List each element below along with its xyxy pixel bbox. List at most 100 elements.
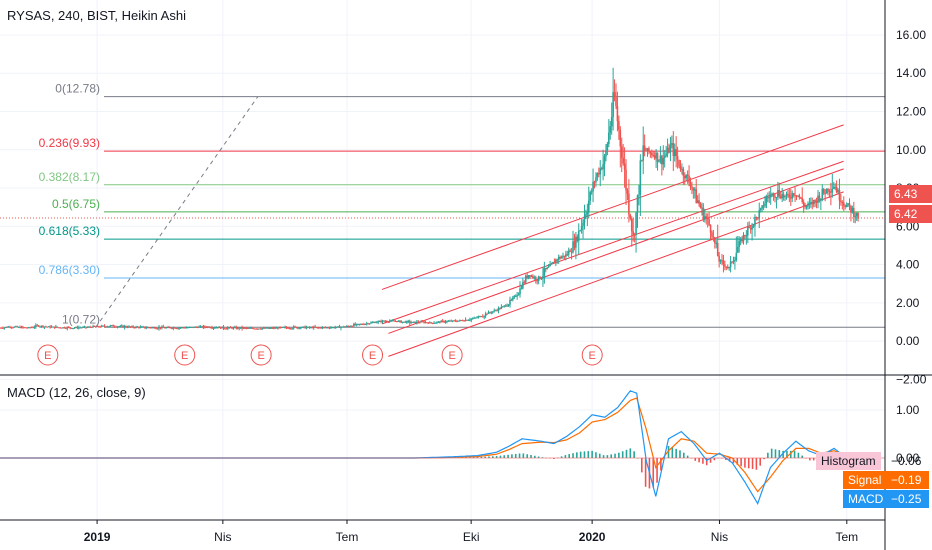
candle-body (749, 227, 752, 230)
candle-body (692, 187, 695, 191)
candle-body (378, 321, 381, 323)
candle-body (769, 194, 772, 198)
candle-body (857, 212, 859, 219)
histogram-bar (656, 458, 658, 483)
candle-body (146, 327, 149, 329)
candle-body (254, 328, 256, 330)
candle-body (718, 255, 720, 262)
candle-body (838, 189, 841, 201)
histogram-bar (564, 455, 567, 458)
candle-body (122, 325, 124, 328)
candle-body (502, 306, 504, 308)
candle-body (500, 306, 503, 309)
earnings-marker-label: E (44, 350, 51, 362)
candle-body (666, 147, 669, 154)
fibonacci-retracement[interactable]: 0(12.78) 0.236(9.93) 0.382(8.17) 0.5(6.75) 0… (0, 82, 885, 328)
channel-line[interactable] (381, 124, 844, 290)
candle-body (393, 320, 395, 322)
candle-body (221, 326, 223, 329)
candle-body (572, 241, 574, 253)
candle-body (212, 327, 215, 329)
candle-body (406, 321, 408, 323)
histogram-bar (755, 458, 758, 470)
histogram-bar (522, 453, 525, 458)
candle-body (350, 326, 352, 328)
candle-body (719, 260, 722, 262)
trend-channels[interactable] (95, 96, 844, 357)
candle-body (767, 197, 769, 199)
candle-body (275, 327, 278, 329)
candle-body (461, 320, 464, 322)
candle-body (646, 148, 649, 152)
candle-body (241, 327, 243, 329)
candle-body (732, 260, 735, 263)
earnings-marker-icon[interactable] (581, 344, 603, 366)
earnings-marker-icon[interactable] (174, 344, 196, 366)
earnings-marker-icon[interactable] (362, 344, 384, 366)
earnings-marker-label: E (257, 350, 264, 362)
candle-body (365, 323, 368, 325)
candle-body (603, 156, 606, 165)
candle-body (487, 312, 490, 315)
candle-body (573, 241, 576, 248)
histogram-bar (644, 458, 647, 487)
histogram-bar (763, 458, 765, 460)
candle-body (23, 327, 26, 329)
candle-body (529, 275, 531, 277)
candle-body (497, 308, 500, 311)
candle-body (543, 268, 546, 276)
candle-body (268, 327, 271, 329)
candle-body (199, 326, 202, 328)
candle-body (96, 326, 99, 328)
candle-body (775, 197, 778, 199)
candle-body (620, 146, 623, 158)
candle-body (321, 327, 324, 329)
macd-title[interactable]: MACD (12, 26, close, 9) (7, 385, 146, 400)
candle-body (0, 327, 3, 329)
candle-body (748, 226, 751, 228)
candle-body (784, 195, 786, 198)
candle-body (196, 327, 199, 329)
earnings-marker-icon[interactable] (37, 344, 59, 366)
candle-body (840, 200, 842, 203)
candle-body (815, 201, 818, 203)
price-axis-tick: 14.00 (896, 66, 926, 80)
candle-body (424, 322, 427, 324)
channel-line[interactable] (388, 191, 844, 357)
candle-body (305, 327, 308, 329)
candle-body (179, 327, 182, 329)
candle-body (520, 288, 523, 290)
candle-body (351, 326, 354, 328)
candle-body (855, 212, 858, 217)
candle-body (387, 321, 390, 323)
candle-body (248, 327, 251, 329)
histogram-bar (568, 454, 571, 458)
candle-body (542, 275, 544, 279)
channel-line[interactable] (381, 160, 844, 325)
candle-body (560, 257, 563, 259)
candle-body (649, 151, 652, 153)
candle-body (224, 328, 226, 330)
candle-body (294, 326, 296, 328)
candle-body (384, 321, 387, 323)
candle-body (726, 266, 729, 268)
candle-body (156, 328, 159, 330)
candle-body (105, 326, 107, 328)
signal-label: Signal (843, 471, 887, 489)
dashed-trend-line[interactable] (95, 96, 259, 328)
candle-body (301, 326, 304, 328)
histogram-bar (514, 453, 517, 458)
symbol-title[interactable]: RYSAS, 240, BIST, Heikin Ashi (7, 8, 186, 23)
candle-body (148, 327, 150, 329)
candle-body (632, 231, 634, 235)
candle-body (469, 319, 471, 321)
candle-body (85, 326, 87, 328)
candle-body (308, 326, 311, 328)
candle-body (225, 328, 228, 330)
candle-body (307, 326, 309, 328)
candle-body (695, 189, 698, 203)
earnings-marker-icon[interactable] (250, 344, 272, 366)
earnings-marker-icon[interactable] (441, 344, 463, 366)
